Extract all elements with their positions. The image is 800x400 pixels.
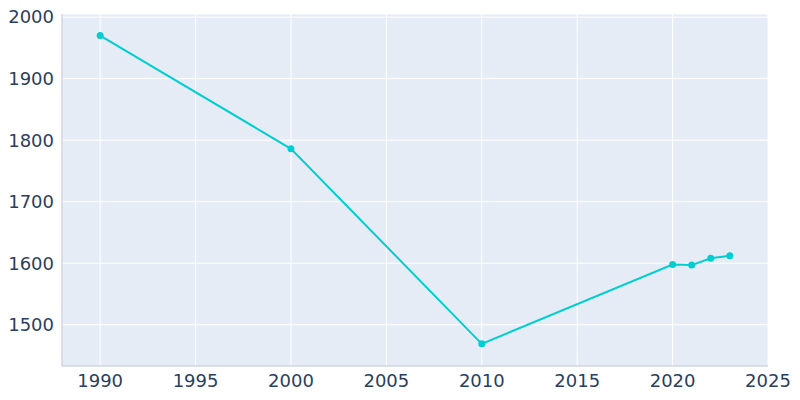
- svg-text:1990: 1990: [77, 370, 123, 391]
- svg-text:2025: 2025: [745, 370, 791, 391]
- svg-text:1995: 1995: [173, 370, 219, 391]
- svg-text:1600: 1600: [8, 253, 54, 274]
- svg-text:2005: 2005: [363, 370, 409, 391]
- svg-text:2000: 2000: [8, 6, 54, 27]
- svg-text:2020: 2020: [650, 370, 696, 391]
- svg-text:2015: 2015: [554, 370, 600, 391]
- svg-text:2000: 2000: [268, 370, 314, 391]
- svg-text:1700: 1700: [8, 191, 54, 212]
- svg-text:1900: 1900: [8, 68, 54, 89]
- svg-text:1800: 1800: [8, 130, 54, 151]
- svg-text:2010: 2010: [459, 370, 505, 391]
- svg-text:1500: 1500: [8, 314, 54, 335]
